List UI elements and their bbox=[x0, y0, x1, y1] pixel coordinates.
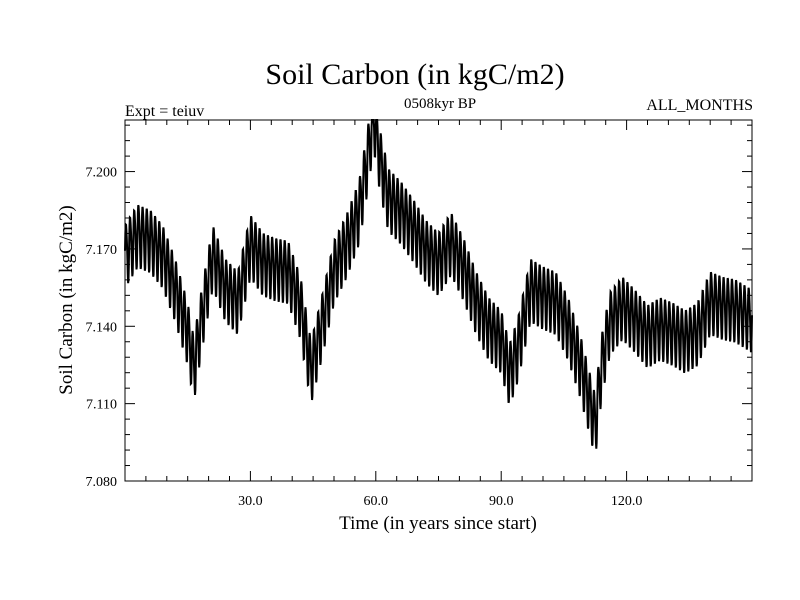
x-axis-label: Time (in years since start) bbox=[339, 513, 537, 534]
x-tick-label: 90.0 bbox=[489, 494, 514, 509]
tick-labels: 30.0 60.0 90.0 120.0 7.080 7.110 7.140 7.170 7.2… bbox=[86, 166, 643, 509]
y-tick-label: 7.140 bbox=[86, 320, 118, 335]
y-tick-label: 7.200 bbox=[86, 166, 118, 181]
y-tick-label: 7.080 bbox=[86, 475, 118, 490]
y-tick-label: 7.110 bbox=[86, 398, 117, 413]
y-tick-label: 7.170 bbox=[86, 243, 118, 258]
y-axis-label: Soil Carbon (in kgC/m2) bbox=[56, 205, 77, 394]
experiment-label: Expt = teiuv bbox=[125, 103, 205, 120]
soil-carbon-series-line bbox=[124, 119, 753, 449]
chart-subtitle: 0508kyr BP bbox=[403, 96, 477, 112]
x-tick-label: 30.0 bbox=[238, 494, 263, 509]
axis-ticks bbox=[125, 120, 752, 481]
months-label: ALL_MONTHS bbox=[646, 97, 753, 114]
x-tick-label: 120.0 bbox=[611, 494, 643, 509]
x-tick-label: 60.0 bbox=[364, 494, 389, 509]
chart-title: Soil Carbon (in kgC/m2) bbox=[265, 58, 565, 91]
